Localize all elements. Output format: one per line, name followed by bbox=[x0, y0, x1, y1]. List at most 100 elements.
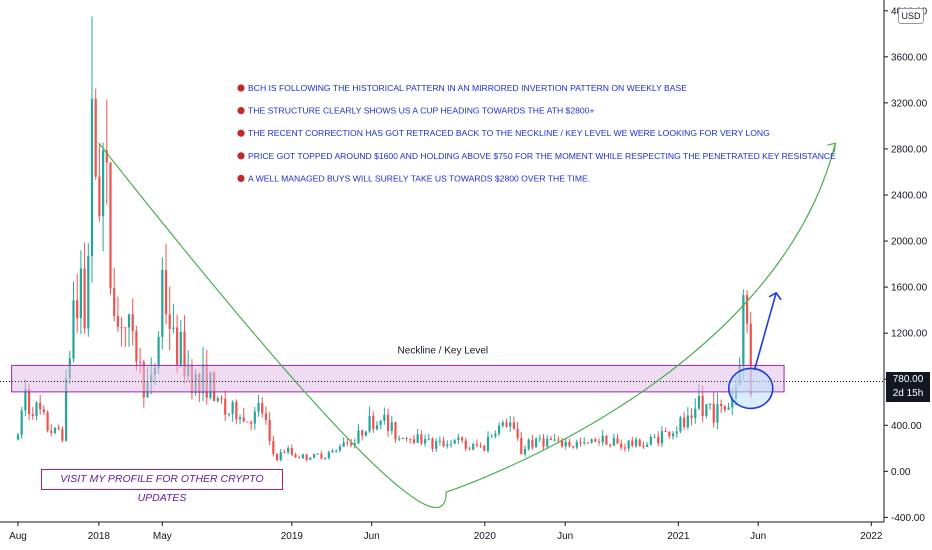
candle-body bbox=[361, 430, 364, 436]
candle-body bbox=[301, 454, 305, 458]
candle-body bbox=[238, 417, 242, 420]
candle-body bbox=[416, 434, 419, 443]
candle-body bbox=[272, 440, 275, 454]
candle-body bbox=[716, 403, 719, 423]
candle-body bbox=[279, 452, 282, 460]
candle-body bbox=[135, 331, 138, 362]
candle-body bbox=[505, 422, 508, 427]
candle-body bbox=[116, 315, 120, 327]
candle-body bbox=[675, 431, 678, 434]
candle-body bbox=[727, 407, 730, 410]
candle-body bbox=[705, 404, 708, 416]
candle-body bbox=[409, 438, 412, 440]
candle-body bbox=[586, 442, 590, 444]
candle-body bbox=[701, 395, 704, 416]
candle-body bbox=[660, 431, 664, 444]
candle-body bbox=[316, 453, 319, 455]
candle-body bbox=[379, 420, 382, 426]
cup-curve bbox=[98, 142, 836, 509]
candle-body bbox=[287, 448, 290, 453]
candle-body bbox=[94, 98, 97, 177]
candle-body bbox=[723, 406, 726, 410]
candle-body bbox=[649, 437, 652, 445]
candle-body bbox=[720, 403, 723, 407]
annotation-text: A WELL MANAGED BUYS WILL SURELY TAKE US … bbox=[248, 173, 590, 183]
candle-body bbox=[405, 437, 408, 439]
candle-body bbox=[464, 440, 467, 449]
candle-body bbox=[353, 443, 356, 446]
candle-body bbox=[435, 441, 438, 449]
candle-body bbox=[572, 446, 575, 448]
candle-body bbox=[305, 454, 308, 460]
candle-body bbox=[423, 439, 427, 444]
x-tick-label: Aug bbox=[9, 531, 27, 542]
x-tick-label: Jun bbox=[557, 531, 573, 542]
candle-body bbox=[520, 438, 523, 455]
y-tick-label: 1600.00 bbox=[891, 283, 928, 294]
candle-body bbox=[568, 441, 571, 447]
candle-body bbox=[268, 420, 271, 441]
candle-body bbox=[394, 422, 397, 440]
candle-body bbox=[338, 446, 342, 451]
candle-body bbox=[664, 431, 667, 433]
candle-body bbox=[531, 439, 534, 448]
candle-body bbox=[231, 402, 234, 414]
candle-body bbox=[390, 422, 393, 431]
candle-body bbox=[690, 415, 693, 418]
candle-body bbox=[453, 440, 456, 444]
candle-body bbox=[516, 428, 519, 439]
candle-body bbox=[583, 442, 586, 444]
candle-body bbox=[312, 454, 316, 458]
candle-body bbox=[105, 150, 108, 163]
annotation-bullet bbox=[237, 174, 245, 182]
candle-body bbox=[179, 331, 182, 365]
candle-body bbox=[579, 442, 582, 444]
y-tick-label: -400.00 bbox=[891, 513, 925, 524]
candle-body bbox=[442, 440, 445, 447]
retest-circle bbox=[727, 367, 774, 410]
y-tick-label: 3200.00 bbox=[891, 98, 928, 109]
candle-body bbox=[46, 412, 49, 431]
annotation-text: PRICE GOT TOPPED AROUND $1600 AND HOLDIN… bbox=[248, 151, 836, 161]
annotation-bullet bbox=[237, 129, 245, 137]
candle-body bbox=[76, 300, 79, 319]
neckline-label: Neckline / Key Level bbox=[398, 345, 489, 356]
candle-body bbox=[172, 327, 175, 329]
candle-body bbox=[475, 443, 479, 446]
candle-body bbox=[164, 269, 168, 315]
candle-body bbox=[261, 402, 264, 414]
candle-body bbox=[594, 439, 597, 442]
candle-body bbox=[27, 389, 31, 415]
candle-body bbox=[509, 422, 512, 427]
candle-body bbox=[61, 429, 64, 441]
candle-body bbox=[564, 441, 567, 447]
candle-body bbox=[523, 448, 527, 455]
candle-body bbox=[242, 417, 245, 422]
candle-body bbox=[124, 327, 127, 329]
candle-body bbox=[87, 256, 90, 329]
candle-body bbox=[375, 425, 379, 430]
candle-body bbox=[168, 314, 171, 329]
candle-body bbox=[24, 389, 27, 411]
candle-body bbox=[427, 438, 430, 440]
y-tick-label: 2000.00 bbox=[891, 237, 928, 248]
candle-body bbox=[183, 331, 186, 376]
x-tick-label: 2022 bbox=[860, 531, 883, 542]
candle-body bbox=[494, 433, 497, 437]
candle-body bbox=[275, 453, 279, 460]
projection-arrow bbox=[753, 291, 782, 371]
x-tick-label: 2020 bbox=[474, 531, 497, 542]
candle-body bbox=[534, 438, 538, 448]
candle-body bbox=[383, 414, 386, 421]
candle-body bbox=[257, 402, 260, 412]
candle-body bbox=[131, 314, 134, 332]
currency-button[interactable]: USD bbox=[898, 8, 924, 24]
candle-body bbox=[64, 378, 68, 441]
candle-body bbox=[246, 421, 249, 423]
candle-body bbox=[512, 422, 516, 429]
x-tick-label: 2019 bbox=[281, 531, 304, 542]
candle-body bbox=[79, 268, 83, 319]
candle-body bbox=[538, 438, 541, 440]
candle-body bbox=[483, 445, 486, 451]
profile-promo-box[interactable]: VISIT MY PROFILE FOR OTHER CRYPTO UPDATE… bbox=[41, 469, 283, 504]
